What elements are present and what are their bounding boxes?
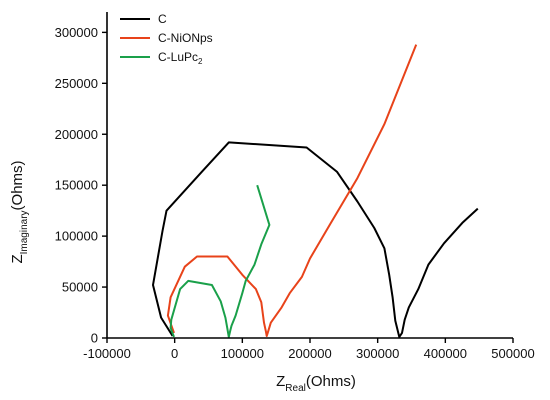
y-tick-label: 0 — [91, 331, 98, 346]
legend-label-1: C-NiONps — [158, 31, 213, 45]
x-tick-label: 400000 — [424, 346, 467, 361]
y-ticks: 0 50000 100000 150000 200000 250000 300000 — [55, 25, 107, 346]
y-tick-label: 50000 — [62, 280, 98, 295]
x-tick-label: 500000 — [491, 346, 534, 361]
series-line-2 — [169, 184, 271, 338]
legend-label-0: C — [158, 12, 167, 26]
x-ticks: -100000 0 100000 200000 300000 400000 500000 — [83, 338, 535, 361]
x-axis-title: ZReal(Ohms) — [276, 373, 356, 394]
x-tick-label: 300000 — [356, 346, 399, 361]
y-tick-label: 250000 — [55, 76, 98, 91]
x-tick-label: 0 — [171, 346, 178, 361]
series-line-0 — [152, 141, 479, 338]
legend: C C-NiONps C-LuPc2 — [120, 12, 213, 66]
y-axis-title: ZImaginary(Ohms) — [9, 160, 30, 263]
series-line-1 — [166, 44, 418, 337]
y-tick-label: 150000 — [55, 178, 98, 193]
y-tick-label: 200000 — [55, 127, 98, 142]
y-tick-label: 100000 — [55, 229, 98, 244]
x-tick-label: 100000 — [221, 346, 264, 361]
legend-label-2: C-LuPc2 — [158, 50, 203, 66]
x-tick-label: -100000 — [83, 346, 131, 361]
plot-lines — [152, 44, 479, 338]
x-tick-label: 200000 — [288, 346, 331, 361]
y-tick-label: 300000 — [55, 25, 98, 40]
